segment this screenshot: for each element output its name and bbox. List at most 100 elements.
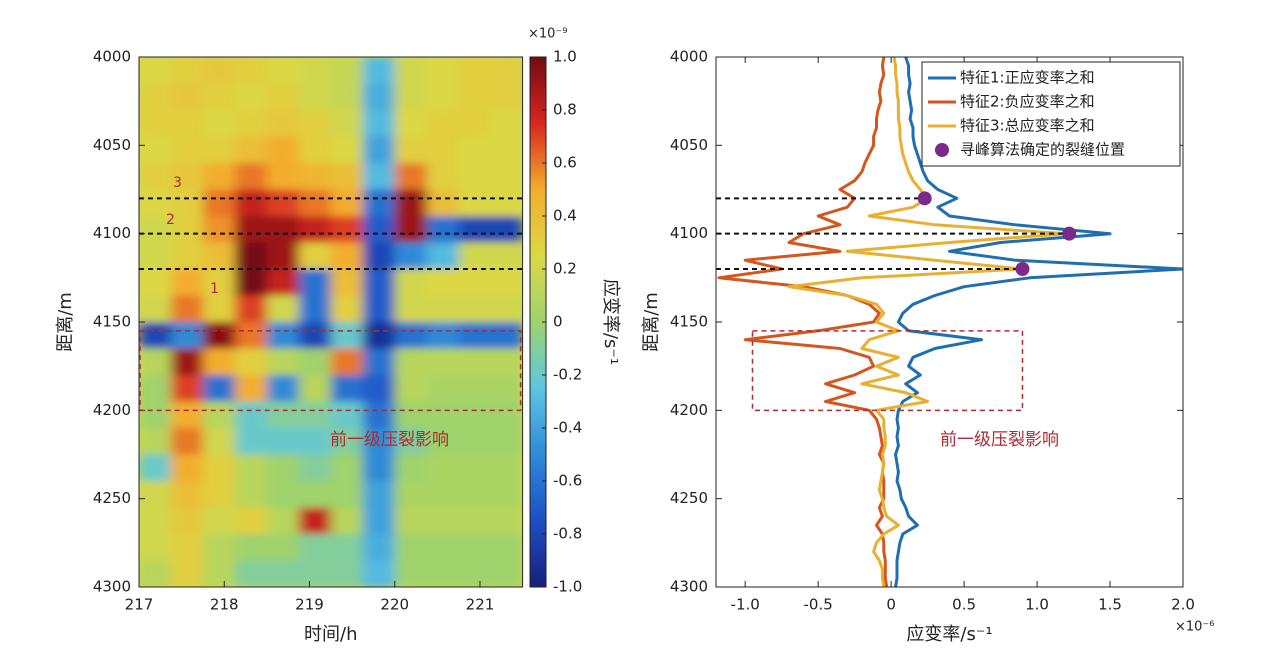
x-tick-label: 0 bbox=[886, 596, 896, 614]
heat-cell bbox=[139, 136, 172, 164]
heat-cell bbox=[426, 242, 460, 270]
heat-cell bbox=[362, 401, 396, 429]
heat-cell bbox=[394, 428, 428, 455]
legend-label: 特征1:正应变率之和 bbox=[960, 69, 1095, 87]
heat-cell bbox=[394, 401, 428, 429]
heat-cell bbox=[266, 348, 300, 376]
heat-cell bbox=[330, 295, 364, 323]
colorbar-tick-label: -0.6 bbox=[553, 472, 582, 490]
heat-cell bbox=[490, 481, 523, 508]
colorbar-tick-label: 1.0 bbox=[553, 48, 577, 66]
peak-point bbox=[1015, 262, 1030, 276]
heat-cell bbox=[330, 375, 364, 402]
heat-cell bbox=[490, 401, 523, 429]
heat-cell bbox=[266, 83, 300, 111]
heatmap-area bbox=[139, 57, 523, 587]
heat-cell bbox=[202, 481, 236, 508]
heat-cell bbox=[458, 295, 492, 323]
heat-cell bbox=[139, 83, 172, 111]
heat-cell bbox=[426, 507, 460, 535]
heat-cell bbox=[266, 110, 300, 137]
heat-cell bbox=[362, 163, 396, 190]
y-tick-label: 4250 bbox=[670, 489, 708, 507]
heat-cell bbox=[490, 242, 523, 270]
heat-cell bbox=[202, 454, 236, 482]
heat-cell bbox=[394, 481, 428, 508]
heat-cell bbox=[139, 481, 172, 508]
heat-cell bbox=[490, 322, 523, 349]
y-tick-label: 4200 bbox=[670, 401, 708, 419]
heat-cell bbox=[458, 428, 492, 455]
heat-cell bbox=[170, 375, 204, 402]
x-tick-label: 1.5 bbox=[1098, 596, 1122, 614]
heat-cell bbox=[426, 428, 460, 455]
heat-cell bbox=[202, 348, 236, 376]
heat-cell bbox=[426, 110, 460, 137]
colorbar-tick-label: 0.4 bbox=[553, 207, 577, 225]
heat-cell bbox=[330, 269, 364, 296]
heat-cell bbox=[490, 295, 523, 323]
series-line bbox=[717, 57, 889, 587]
heat-cell bbox=[394, 295, 428, 323]
heat-cell bbox=[458, 375, 492, 402]
heat-cell bbox=[330, 454, 364, 482]
heat-cell bbox=[394, 136, 428, 164]
y-tick-label: 4200 bbox=[93, 401, 131, 419]
heat-cell bbox=[170, 189, 204, 217]
heat-cell bbox=[298, 507, 332, 535]
heat-cell bbox=[490, 348, 523, 376]
influence-box bbox=[751, 330, 1024, 412]
heat-cell bbox=[330, 481, 364, 508]
heat-cell bbox=[394, 83, 428, 111]
heat-cell bbox=[458, 454, 492, 482]
y-tick-label: 4300 bbox=[93, 578, 131, 596]
heat-cell bbox=[394, 375, 428, 402]
heat-cell bbox=[170, 216, 204, 243]
heat-cell bbox=[330, 216, 364, 243]
heat-cell bbox=[139, 560, 172, 587]
heat-cell bbox=[202, 83, 236, 111]
y-tick-label: 4100 bbox=[93, 224, 131, 242]
heat-cell bbox=[170, 560, 204, 587]
heat-cell bbox=[426, 348, 460, 376]
heat-cell bbox=[490, 428, 523, 455]
heat-cell bbox=[394, 242, 428, 270]
heat-cell bbox=[362, 242, 396, 270]
heat-cell bbox=[202, 189, 236, 217]
heat-cell bbox=[234, 348, 268, 376]
heat-cell bbox=[234, 560, 268, 587]
heat-cell bbox=[298, 242, 332, 270]
heat-cell bbox=[458, 481, 492, 508]
heat-cell bbox=[298, 110, 332, 137]
heat-cell bbox=[266, 216, 300, 243]
heat-cell bbox=[362, 481, 396, 508]
y-tick-label: 4300 bbox=[670, 578, 708, 596]
heat-cell bbox=[330, 136, 364, 164]
heat-cell bbox=[170, 57, 204, 84]
heat-cell bbox=[490, 136, 523, 164]
heat-cell bbox=[426, 560, 460, 587]
heat-cell bbox=[394, 507, 428, 535]
annotation: 3 bbox=[173, 175, 182, 191]
heat-cell bbox=[362, 216, 396, 243]
heat-cell bbox=[266, 375, 300, 402]
colorbar-tick-label: -1.0 bbox=[553, 578, 582, 596]
heat-cell bbox=[330, 110, 364, 137]
heat-cell bbox=[266, 322, 300, 349]
heat-cell bbox=[426, 189, 460, 217]
heat-cell bbox=[298, 348, 332, 376]
heat-cell bbox=[426, 295, 460, 323]
heat-cell bbox=[170, 481, 204, 508]
x-exponent: ×10⁻⁶ bbox=[1175, 620, 1215, 635]
heat-cell bbox=[490, 110, 523, 137]
heat-cell bbox=[139, 295, 172, 323]
heat-cell bbox=[202, 269, 236, 296]
heat-cell bbox=[426, 534, 460, 561]
heat-cell bbox=[298, 322, 332, 349]
series-line bbox=[787, 57, 1068, 587]
colorbar-tick-label: 0.6 bbox=[553, 154, 577, 172]
heat-cell bbox=[458, 136, 492, 164]
heat-cell bbox=[202, 295, 236, 323]
heat-cell bbox=[458, 560, 492, 587]
heat-cell bbox=[298, 216, 332, 243]
